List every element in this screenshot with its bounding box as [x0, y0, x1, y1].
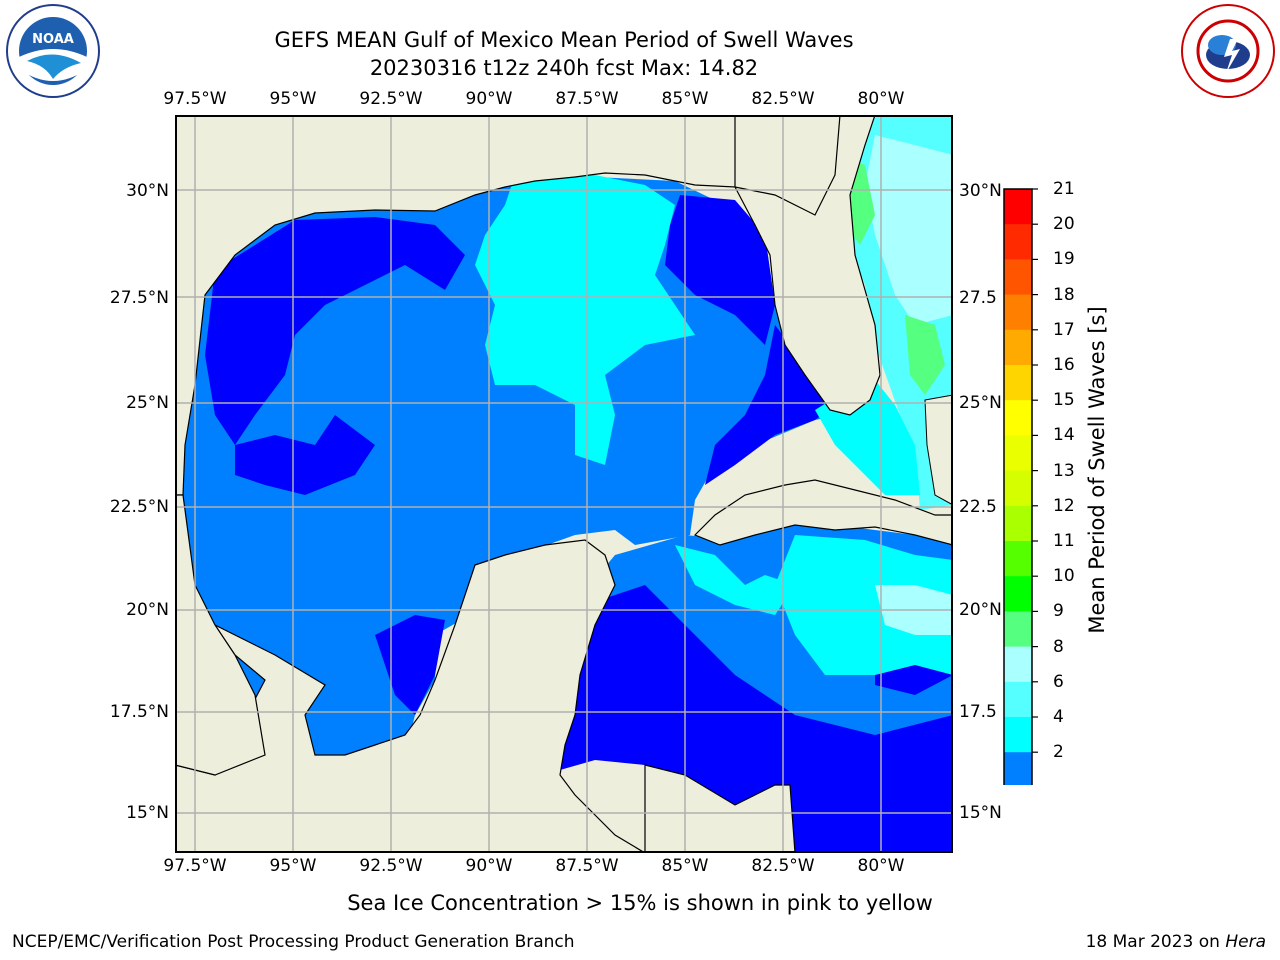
colorbar-segment	[1004, 189, 1032, 225]
lon-label: 92.5°W	[359, 89, 423, 109]
lon-label: 87.5°W	[555, 89, 619, 109]
lat-label: 22.5	[959, 497, 997, 517]
lon-label: 80°W	[857, 89, 905, 109]
colorbar-segment	[1004, 294, 1032, 331]
colorbar-level-label: 17	[1053, 319, 1075, 340]
colorbar-level-label: 13	[1053, 460, 1075, 481]
low-period-ne	[665, 195, 775, 345]
lat-label: 20°N	[959, 600, 1002, 620]
cyan-eastern-gulf	[475, 175, 695, 465]
colorbar-level-label: 4	[1053, 707, 1064, 727]
low-period-west-2	[235, 415, 375, 495]
colorbar-level-label: 18	[1053, 284, 1075, 305]
lat-label: 25°N	[126, 393, 169, 413]
bahamas	[924, 394, 953, 506]
lon-label: 87.5°W	[555, 856, 619, 876]
lat-label: 30°N	[959, 181, 1002, 201]
colorbar-segment	[1004, 611, 1032, 648]
cyan-caribbean-east	[775, 535, 953, 675]
colorbar-level-label: 21	[1053, 179, 1075, 199]
lon-label: 90°W	[465, 89, 513, 109]
sea-ice-note: Sea Ice Concentration > 15% is shown in …	[347, 891, 933, 915]
colorbar-outline	[1003, 188, 1033, 785]
chart-title: GEFS MEAN Gulf of Mexico Mean Period of …	[274, 28, 854, 52]
colorbar-segment	[1004, 470, 1032, 507]
colorbar-level-label: 11	[1053, 531, 1075, 551]
colorbar-segment	[1004, 541, 1032, 577]
colorbar-segment	[1004, 224, 1032, 260]
lat-label: 27.5°N	[109, 288, 169, 308]
colorbar-level-label: 20	[1053, 214, 1075, 235]
cyan-caribbean-band	[675, 545, 795, 615]
colorbar-level-label: 12	[1053, 495, 1075, 516]
lon-label: 85°W	[661, 856, 709, 876]
colorbar-segment	[1004, 646, 1032, 683]
swell-period-map	[175, 115, 953, 853]
cuba	[693, 479, 953, 546]
colorbar-level-label: 10	[1053, 566, 1075, 587]
lon-label: 95°W	[269, 89, 317, 109]
lon-label: 85°W	[661, 89, 709, 109]
footer-date: 18 Mar 2023 on Hera	[1086, 932, 1266, 952]
lon-label: 97.5°W	[163, 856, 227, 876]
colorbar-segment	[1004, 329, 1032, 366]
colorbar-segment	[1004, 365, 1032, 401]
low-period-west	[205, 217, 465, 445]
green-atlantic-2	[905, 315, 945, 395]
low-period-bay-campeche	[375, 615, 445, 715]
footer-host: Hera	[1225, 932, 1266, 952]
lat-label: 30°N	[126, 181, 169, 201]
chart-subtitle: 20230316 t12z 240h fcst Max: 14.82	[369, 56, 759, 80]
low-period-caribbean	[560, 585, 953, 853]
colorbar-level-label: 6	[1053, 671, 1064, 692]
noaa-logo: NOAA	[6, 4, 100, 98]
colorbar-segment	[1004, 717, 1032, 753]
colorbar-title: Mean Period of Swell Waves [s]	[1085, 306, 1109, 634]
colorbar-level-label: 15	[1053, 390, 1075, 411]
footer-date-text: 18 Mar 2023 on	[1085, 932, 1226, 952]
lightcyan-atlantic	[865, 135, 953, 325]
lat-label: 20°N	[126, 600, 169, 620]
colorbar-segment	[1004, 259, 1032, 296]
lon-label: 97.5°W	[163, 89, 227, 109]
lon-label: 90°W	[465, 856, 513, 876]
lon-label: 82.5°W	[751, 89, 815, 109]
lon-label: 92.5°W	[359, 856, 423, 876]
lat-label: 25°N	[959, 393, 1002, 413]
lat-label: 22.5°N	[109, 497, 169, 517]
lat-label: 15°N	[959, 803, 1002, 823]
colorbar	[1003, 188, 1038, 785]
colorbar-segment	[1004, 505, 1032, 542]
colorbar-level-label: 9	[1053, 601, 1064, 622]
lon-label: 95°W	[269, 856, 317, 876]
svg-text:NOAA: NOAA	[32, 32, 74, 47]
lon-label: 82.5°W	[751, 856, 815, 876]
map-frame	[175, 115, 953, 853]
colorbar-level-label: 2	[1053, 742, 1064, 763]
lat-label: 27.5	[959, 288, 997, 308]
lat-label: 17.5°N	[109, 702, 169, 722]
nws-logo	[1181, 4, 1275, 98]
colorbar-level-label: 8	[1053, 636, 1064, 657]
colorbar-level-label: 14	[1053, 425, 1075, 446]
colorbar-level-label: 19	[1053, 249, 1075, 270]
lon-label: 80°W	[857, 856, 905, 876]
colorbar-segment	[1004, 752, 1032, 785]
colorbar-segment	[1004, 576, 1032, 612]
colorbar-level-label: 16	[1053, 355, 1075, 375]
colorbar-segment	[1004, 435, 1032, 472]
colorbar-segment	[1004, 400, 1032, 436]
footer-credit: NCEP/EMC/Verification Post Processing Pr…	[12, 932, 575, 952]
lat-label: 15°N	[126, 803, 169, 823]
colorbar-segment	[1004, 681, 1032, 718]
graticule	[175, 115, 953, 853]
lat-label: 17.5	[959, 702, 997, 722]
